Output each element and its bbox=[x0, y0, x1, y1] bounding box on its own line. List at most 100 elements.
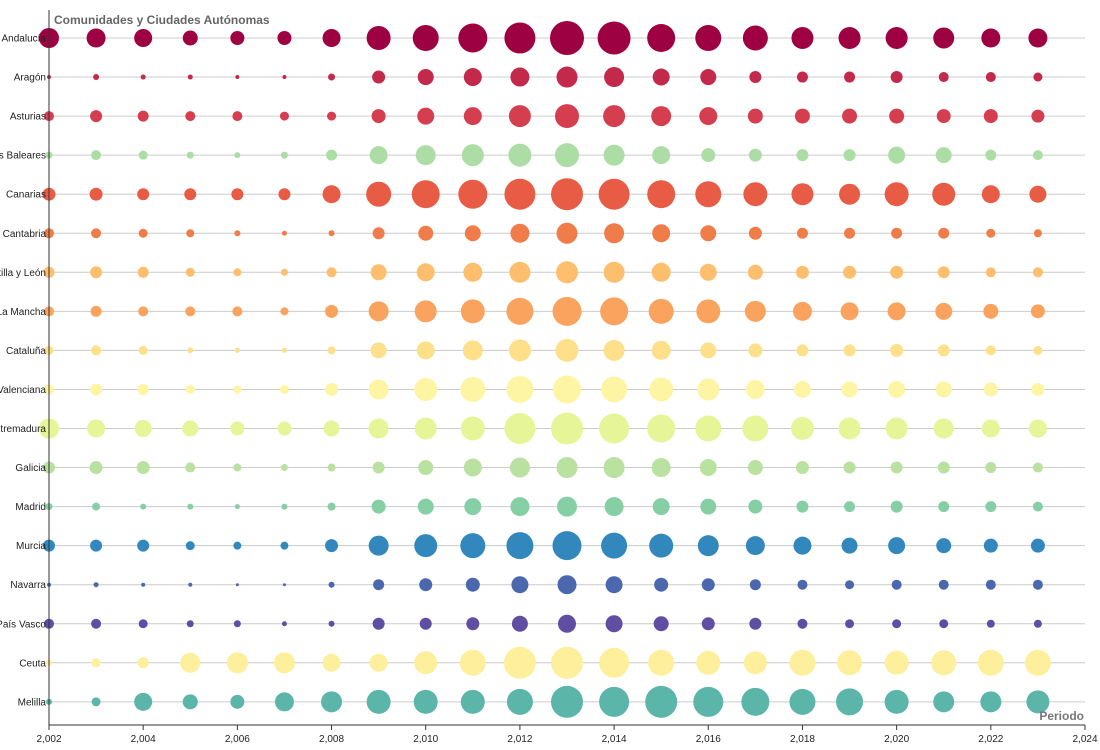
bubble[interactable]: Madrid 2020: 6 bbox=[890, 500, 903, 513]
bubble[interactable]: País Vasco 2015: 7.5 bbox=[653, 616, 669, 632]
bubble[interactable]: Extremadura 2009: 10 bbox=[368, 418, 389, 439]
bubble[interactable]: Galicia 2005: 5 bbox=[185, 462, 196, 473]
bubble[interactable]: Murcia 2003: 6 bbox=[90, 539, 103, 552]
bubble[interactable]: Castilla-La Mancha 2021: 8.5 bbox=[935, 302, 953, 320]
bubble[interactable]: Navarra 2015: 7 bbox=[654, 577, 669, 592]
bubble[interactable]: Murcia 2013: 14.5 bbox=[552, 531, 582, 561]
bubble[interactable]: Madrid 2014: 9.5 bbox=[604, 497, 624, 517]
bubble[interactable]: Madrid 2007: 3 bbox=[281, 503, 288, 510]
bubble[interactable]: Illes Balears 2019: 6 bbox=[843, 149, 856, 162]
bubble[interactable]: Melilla 2019: 13.5 bbox=[836, 688, 864, 716]
bubble[interactable]: Comunitat Valenciana 2008: 6.5 bbox=[325, 382, 339, 396]
bubble[interactable]: Galicia 2012: 10 bbox=[509, 457, 530, 478]
bubble[interactable]: Ceuta 2017: 11.5 bbox=[743, 651, 767, 675]
bubble[interactable]: Navarra 2021: 5 bbox=[938, 579, 949, 590]
bubble[interactable]: Andalucía 2015: 14 bbox=[647, 24, 676, 52]
bubble[interactable]: Navarra 2010: 6.5 bbox=[419, 578, 433, 592]
bubble[interactable]: Illes Balears 2022: 5.5 bbox=[985, 149, 997, 161]
bubble[interactable]: Asturias 2005: 5 bbox=[185, 111, 196, 122]
bubble[interactable]: Cantabria 2019: 5.5 bbox=[844, 227, 856, 239]
bubble[interactable]: Aragón 2007: 2 bbox=[282, 75, 287, 80]
bubble[interactable]: Canarias 2008: 9 bbox=[322, 185, 341, 204]
bubble[interactable]: Galicia 2020: 6 bbox=[890, 461, 903, 474]
bubble[interactable]: Galicia 2008: 4 bbox=[327, 463, 336, 472]
bubble[interactable]: País Vasco 2005: 3.5 bbox=[186, 620, 194, 628]
bubble[interactable]: Illes Balears 2016: 7 bbox=[701, 148, 716, 163]
bubble[interactable]: Madrid 2005: 3 bbox=[187, 503, 194, 510]
bubble[interactable]: Canarias 2005: 6 bbox=[184, 188, 197, 201]
bubble[interactable]: Extremadura 2006: 7 bbox=[230, 421, 245, 436]
bubble[interactable]: Galicia 2004: 6.5 bbox=[136, 461, 150, 475]
bubble[interactable]: Ceuta 2013: 16 bbox=[551, 646, 583, 679]
bubble[interactable]: Galicia 2016: 8.5 bbox=[699, 459, 717, 477]
bubble[interactable]: Comunitat Valenciana 2012: 13.5 bbox=[506, 375, 534, 403]
bubble[interactable]: Castilla-La Mancha 2007: 4 bbox=[280, 307, 289, 316]
bubble[interactable]: Castilla y León 2010: 9 bbox=[416, 263, 435, 282]
bubble[interactable]: Madrid 2013: 10 bbox=[557, 496, 577, 517]
bubble[interactable]: Castilla-La Mancha 2017: 10.5 bbox=[744, 300, 766, 322]
bubble[interactable]: Aragón 2016: 8 bbox=[700, 69, 717, 86]
bubble[interactable]: Canarias 2012: 15.5 bbox=[504, 178, 536, 210]
bubble[interactable]: Aragón 2021: 5 bbox=[938, 72, 949, 83]
bubble[interactable]: Canarias 2015: 14 bbox=[647, 180, 676, 209]
bubble[interactable]: Castilla y León 2023: 5 bbox=[1032, 267, 1043, 278]
bubble[interactable]: Galicia 2015: 9.5 bbox=[651, 458, 671, 478]
bubble[interactable]: Murcia 2020: 8.5 bbox=[888, 537, 906, 555]
bubble[interactable]: Extremadura 2014: 15 bbox=[599, 413, 630, 444]
bubble[interactable]: Madrid 2010: 8 bbox=[417, 498, 434, 515]
bubble[interactable]: Castilla-La Mancha 2008: 6.5 bbox=[325, 304, 339, 318]
bubble[interactable]: Extremadura 2010: 11 bbox=[414, 417, 437, 440]
bubble[interactable]: Cataluña 2008: 4 bbox=[327, 346, 336, 355]
bubble[interactable]: Castilla y León 2016: 8.5 bbox=[699, 263, 717, 281]
bubble[interactable]: País Vasco 2013: 9 bbox=[558, 614, 576, 633]
bubble[interactable]: Aragón 2022: 5 bbox=[985, 72, 996, 83]
bubble[interactable]: Melilla 2012: 13 bbox=[506, 688, 533, 715]
bubble[interactable]: Ceuta 2006: 10.5 bbox=[226, 652, 248, 674]
bubble[interactable]: País Vasco 2011: 6.5 bbox=[466, 617, 480, 631]
bubble[interactable]: Cataluña 2011: 10 bbox=[462, 340, 483, 361]
bubble[interactable]: Galicia 2011: 9 bbox=[463, 458, 482, 477]
bubble[interactable]: Aragón 2019: 5.5 bbox=[844, 71, 856, 83]
bubble[interactable]: Asturias 2006: 5 bbox=[232, 111, 243, 122]
bubble[interactable]: Cataluña 2021: 6 bbox=[937, 344, 950, 357]
bubble[interactable]: Murcia 2007: 4 bbox=[280, 541, 289, 550]
bubble[interactable]: Extremadura 2016: 13 bbox=[695, 415, 722, 442]
bubble[interactable]: Illes Balears 2004: 4.5 bbox=[138, 150, 148, 160]
bubble[interactable]: Canarias 2018: 11 bbox=[791, 183, 814, 206]
bubble[interactable]: Ceuta 2003: 4.5 bbox=[91, 658, 101, 668]
bubble[interactable]: Melilla 2017: 14 bbox=[741, 687, 770, 716]
bubble[interactable]: Comunitat Valenciana 2018: 8.5 bbox=[793, 380, 811, 398]
bubble[interactable]: Melilla 2023: 11.5 bbox=[1026, 690, 1050, 714]
bubble[interactable]: Castilla y León 2005: 4.5 bbox=[185, 267, 195, 277]
bubble[interactable]: Asturias 2021: 7 bbox=[936, 109, 951, 124]
bubble[interactable]: Madrid 2012: 9.5 bbox=[510, 497, 530, 517]
bubble[interactable]: Murcia 2010: 11.5 bbox=[414, 534, 438, 558]
bubble[interactable]: Navarra 2008: 3 bbox=[328, 581, 335, 588]
bubble[interactable]: Castilla-La Mancha 2022: 7.5 bbox=[983, 303, 999, 319]
bubble[interactable]: Canarias 2022: 9 bbox=[981, 185, 1000, 204]
bubble[interactable]: Castilla-La Mancha 2006: 5 bbox=[232, 306, 243, 317]
bubble[interactable]: Illes Balears 2017: 6.5 bbox=[748, 148, 762, 162]
bubble[interactable]: Aragón 2009: 6.5 bbox=[372, 70, 386, 84]
bubble[interactable]: Andalucía 2009: 12 bbox=[366, 26, 391, 50]
bubble[interactable]: Extremadura 2007: 7 bbox=[277, 421, 292, 436]
bubble[interactable]: Cataluña 2012: 11 bbox=[508, 339, 531, 362]
bubble[interactable]: Comunitat Valenciana 2013: 14 bbox=[553, 375, 581, 404]
bubble[interactable]: Madrid 2003: 4 bbox=[92, 502, 101, 511]
bubble[interactable]: Illes Balears 2009: 9 bbox=[369, 146, 388, 165]
bubble[interactable]: Castilla-La Mancha 2023: 7 bbox=[1030, 304, 1045, 319]
bubble[interactable]: Murcia 2009: 10 bbox=[368, 535, 389, 556]
bubble[interactable]: Asturias 2017: 7.5 bbox=[747, 108, 763, 124]
bubble[interactable]: Asturias 2016: 9 bbox=[699, 107, 718, 126]
bubble[interactable]: Canarias 2016: 13 bbox=[695, 181, 722, 208]
bubble[interactable]: Navarra 2017: 5.5 bbox=[749, 579, 761, 591]
bubble[interactable]: Melilla 2007: 9.5 bbox=[274, 692, 294, 712]
bubble[interactable]: Asturias 2014: 11 bbox=[603, 105, 626, 128]
bubble[interactable]: Comunitat Valenciana 2019: 8 bbox=[841, 381, 858, 398]
bubble[interactable]: Galicia 2023: 5 bbox=[1032, 462, 1043, 473]
bubble[interactable]: País Vasco 2007: 2.5 bbox=[281, 621, 287, 627]
bubble[interactable]: Canarias 2013: 16 bbox=[551, 178, 583, 211]
bubble[interactable]: Asturias 2015: 10 bbox=[651, 106, 672, 127]
bubble[interactable]: Cataluña 2016: 8 bbox=[700, 342, 717, 359]
bubble[interactable]: Melilla 2014: 15 bbox=[599, 686, 630, 717]
